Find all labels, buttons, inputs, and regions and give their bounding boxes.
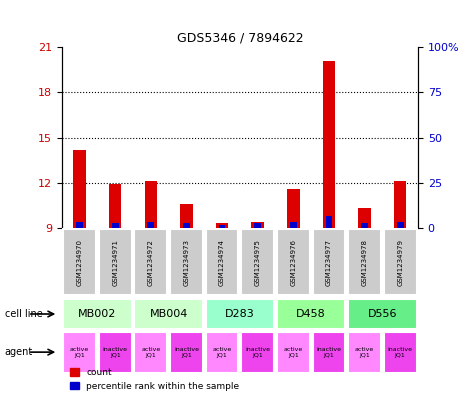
Text: active
JQ1: active JQ1	[355, 347, 374, 358]
FancyBboxPatch shape	[313, 229, 345, 296]
FancyBboxPatch shape	[134, 229, 167, 296]
FancyBboxPatch shape	[313, 332, 345, 373]
Text: active
JQ1: active JQ1	[70, 347, 89, 358]
Bar	[358, 208, 371, 228]
Bar	[144, 181, 157, 228]
FancyBboxPatch shape	[206, 229, 238, 296]
FancyBboxPatch shape	[348, 299, 417, 329]
FancyBboxPatch shape	[63, 299, 132, 329]
Text: GSM1234978: GSM1234978	[361, 239, 368, 286]
Text: GSM1234979: GSM1234979	[397, 239, 403, 286]
Text: GSM1234971: GSM1234971	[112, 239, 118, 286]
Text: active
JQ1: active JQ1	[212, 347, 232, 358]
FancyBboxPatch shape	[63, 229, 96, 296]
Title: GDS5346 / 7894622: GDS5346 / 7894622	[177, 31, 303, 44]
Text: GSM1234977: GSM1234977	[326, 239, 332, 286]
Text: MB002: MB002	[78, 309, 116, 319]
Text: inactive
JQ1: inactive JQ1	[388, 347, 413, 358]
FancyBboxPatch shape	[384, 229, 417, 296]
Bar	[325, 216, 332, 228]
Bar	[290, 222, 297, 228]
FancyBboxPatch shape	[99, 332, 132, 373]
FancyBboxPatch shape	[277, 332, 310, 373]
Bar	[76, 222, 83, 228]
Bar	[251, 222, 264, 228]
Text: agent: agent	[5, 347, 33, 357]
Bar	[397, 222, 404, 228]
Bar	[109, 184, 122, 228]
Text: GSM1234975: GSM1234975	[255, 239, 261, 286]
FancyBboxPatch shape	[134, 332, 167, 373]
Text: GSM1234970: GSM1234970	[76, 239, 83, 286]
FancyBboxPatch shape	[241, 229, 274, 296]
Text: GSM1234973: GSM1234973	[183, 239, 190, 286]
Text: D458: D458	[296, 309, 326, 319]
Text: inactive
JQ1: inactive JQ1	[316, 347, 342, 358]
FancyBboxPatch shape	[206, 332, 238, 373]
Bar	[254, 223, 261, 228]
Text: MB004: MB004	[150, 309, 188, 319]
Bar	[180, 204, 193, 228]
FancyBboxPatch shape	[134, 299, 203, 329]
Bar	[218, 225, 226, 228]
Bar	[394, 181, 407, 228]
FancyBboxPatch shape	[277, 299, 345, 329]
Bar	[287, 189, 300, 228]
Bar	[323, 61, 335, 228]
Bar	[112, 223, 119, 228]
FancyBboxPatch shape	[63, 332, 96, 373]
Bar	[361, 223, 368, 228]
Text: inactive
JQ1: inactive JQ1	[245, 347, 270, 358]
FancyBboxPatch shape	[170, 332, 203, 373]
Bar	[216, 223, 228, 228]
Text: D283: D283	[225, 309, 255, 319]
Text: GSM1234974: GSM1234974	[219, 239, 225, 286]
Text: D556: D556	[368, 309, 397, 319]
FancyBboxPatch shape	[99, 229, 132, 296]
Text: GSM1234972: GSM1234972	[148, 239, 154, 286]
FancyBboxPatch shape	[170, 229, 203, 296]
FancyBboxPatch shape	[277, 229, 310, 296]
Text: GSM1234976: GSM1234976	[290, 239, 296, 286]
Bar	[73, 150, 86, 228]
Text: active
JQ1: active JQ1	[284, 347, 303, 358]
FancyBboxPatch shape	[241, 332, 274, 373]
Text: inactive
JQ1: inactive JQ1	[174, 347, 199, 358]
Bar	[183, 223, 190, 228]
Legend: count, percentile rank within the sample: count, percentile rank within the sample	[66, 364, 243, 393]
FancyBboxPatch shape	[348, 229, 381, 296]
FancyBboxPatch shape	[348, 332, 381, 373]
FancyBboxPatch shape	[206, 299, 274, 329]
FancyBboxPatch shape	[384, 332, 417, 373]
Text: inactive
JQ1: inactive JQ1	[103, 347, 128, 358]
Text: active
JQ1: active JQ1	[141, 347, 161, 358]
Bar	[147, 222, 154, 228]
Text: cell line: cell line	[5, 309, 42, 319]
